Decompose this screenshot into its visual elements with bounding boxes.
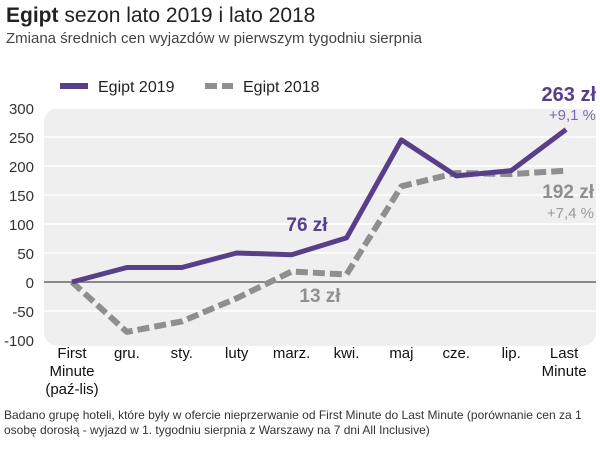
y-tick-label: 250 [9,130,34,147]
x-tick-label: Minute [542,363,587,380]
chart-title: Egipt sezon lato 2019 i lato 2018 [6,4,315,28]
title-bold: Egipt [6,4,59,27]
y-tick-label: 100 [9,217,34,234]
data-annotation: 76 zł [286,215,328,236]
x-tick-label: Minute [49,363,94,380]
y-tick-label: 300 [9,101,34,118]
legend-label: Egipt 2018 [243,79,320,96]
y-tick-label: 0 [26,275,34,292]
line-chart: -100-50050100150200250300FirstMinute(paź… [4,79,597,398]
data-annotation: 192 zł [542,182,594,203]
x-tick-label: maj [389,345,413,362]
x-tick-label: Last [550,345,579,362]
data-annotation: +7,4 % [547,205,594,222]
y-tick-label: 200 [9,159,34,176]
data-annotation: 263 zł [542,84,597,106]
x-tick-label: kwi. [334,345,360,362]
footnote: Badano grupę hoteli, które były w oferci… [4,408,582,437]
y-tick-label: -100 [4,333,34,350]
x-tick-label: lip. [502,345,521,362]
data-annotation: 13 zł [299,286,341,307]
y-tick-label: -50 [12,304,34,321]
data-annotation: +9,1 % [549,107,596,124]
plot-background [44,108,596,346]
series-line-egipt-2019 [71,127,568,285]
x-tick-label: cze. [443,345,471,362]
y-tick-label: 150 [9,188,34,205]
x-tick-label: marz. [273,345,311,362]
chart-subtitle: Zmiana średnich cen wyjazdów w pierwszym… [6,30,423,47]
x-tick-label: luty [225,345,249,362]
x-tick-label: (paź-lis) [45,381,98,398]
title-rest: sezon lato 2019 i lato 2018 [58,4,316,27]
y-tick-label: 50 [17,246,34,263]
x-tick-label: gru. [114,345,140,362]
x-tick-label: sty. [171,345,193,362]
legend-label: Egipt 2019 [98,79,175,96]
x-tick-label: First [57,345,87,362]
